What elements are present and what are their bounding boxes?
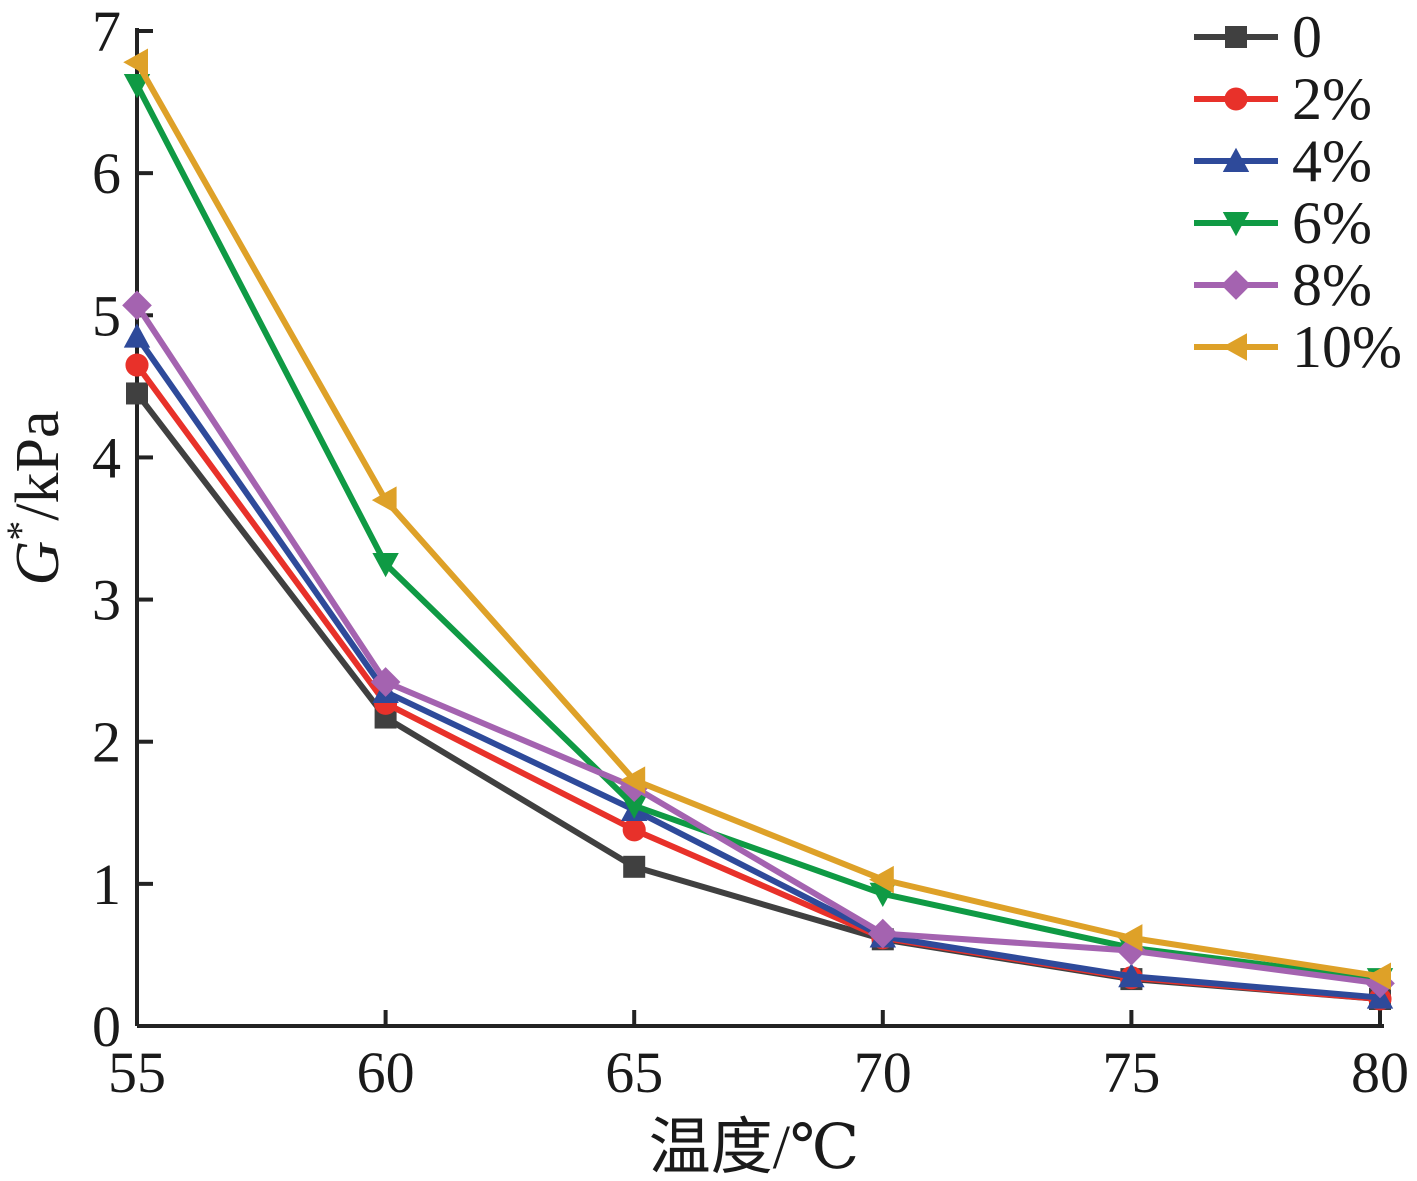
legend-item: 10%: [1194, 314, 1402, 380]
data-point: [621, 794, 648, 819]
legend-marker: [1225, 26, 1247, 48]
y-tick-label: 5: [92, 283, 121, 348]
legend-marker: [1222, 147, 1250, 172]
series-3: [123, 74, 1394, 993]
series-0: [126, 382, 1391, 1010]
series-5: [123, 48, 1391, 990]
y-tick-label: 1: [92, 852, 121, 917]
series-line: [134, 60, 1381, 980]
data-point: [122, 290, 152, 321]
data-point: [123, 74, 151, 99]
legend-marker: [1222, 212, 1250, 237]
data-point: [123, 323, 151, 348]
y-tick-label: 4: [92, 425, 121, 490]
x-tick-label: 60: [357, 1040, 415, 1105]
y-tick-label: 3: [92, 568, 121, 633]
data-point: [1117, 924, 1143, 952]
data-point: [370, 667, 401, 697]
data-point: [620, 766, 646, 794]
x-tick-label: 55: [108, 1040, 166, 1105]
y-tick-label: 0: [92, 994, 121, 1059]
series-line: [134, 334, 1381, 1001]
data-point: [123, 48, 148, 77]
y-tick-label: 6: [92, 141, 121, 206]
series-1: [125, 353, 1392, 1011]
x-axis-title: 温度/℃: [649, 1114, 860, 1181]
data-point: [126, 382, 148, 405]
legend-item: 6%: [1194, 190, 1372, 256]
x-tick-label: 75: [1102, 1040, 1160, 1105]
data-point: [622, 818, 646, 842]
legend-label: 8%: [1292, 252, 1372, 318]
y-axis-title: G*/kPa: [0, 410, 72, 585]
data-point: [372, 553, 399, 578]
series-4: [122, 290, 1395, 999]
ticks: 0 1 2 3 4 5 6 7 55 60 65 70 75 80: [92, 0, 1409, 1105]
x-tick-label: 65: [605, 1040, 663, 1105]
series: [122, 48, 1395, 1011]
legend-label: 6%: [1292, 190, 1372, 256]
legend-marker: [1221, 270, 1251, 300]
legend-marker: [1224, 87, 1248, 111]
data-point: [371, 486, 397, 514]
legend-label: 10%: [1292, 314, 1402, 380]
x-tick-label: 70: [854, 1040, 912, 1105]
legend-item: 8%: [1194, 252, 1372, 318]
data-point: [623, 855, 646, 878]
series-line: [134, 83, 1381, 983]
y-tick-label: 7: [92, 0, 121, 64]
data-point: [1366, 962, 1391, 990]
y-axis-title-superscript: *: [0, 521, 43, 541]
data-point: [1118, 963, 1145, 988]
legend-item: 0: [1194, 4, 1322, 70]
legend: 02%4%6%8%10%: [1194, 4, 1402, 380]
legend-label: 4%: [1292, 128, 1372, 194]
y-axis-title-unit: /kPa: [4, 410, 72, 520]
series-line: [134, 303, 1381, 987]
data-point: [867, 918, 898, 949]
y-tick-label: 2: [92, 710, 121, 775]
legend-label: 0: [1292, 4, 1322, 70]
y-axis-title-symbol: G: [4, 541, 72, 586]
axes: [135, 28, 1384, 1028]
legend-item: 2%: [1194, 66, 1372, 132]
legend-marker: [1222, 333, 1247, 361]
x-tick-label: 80: [1351, 1040, 1409, 1105]
legend-item: 4%: [1194, 128, 1372, 194]
data-point: [125, 353, 149, 377]
legend-label: 2%: [1292, 66, 1372, 132]
data-point: [869, 865, 894, 894]
series-line: [134, 391, 1381, 1002]
